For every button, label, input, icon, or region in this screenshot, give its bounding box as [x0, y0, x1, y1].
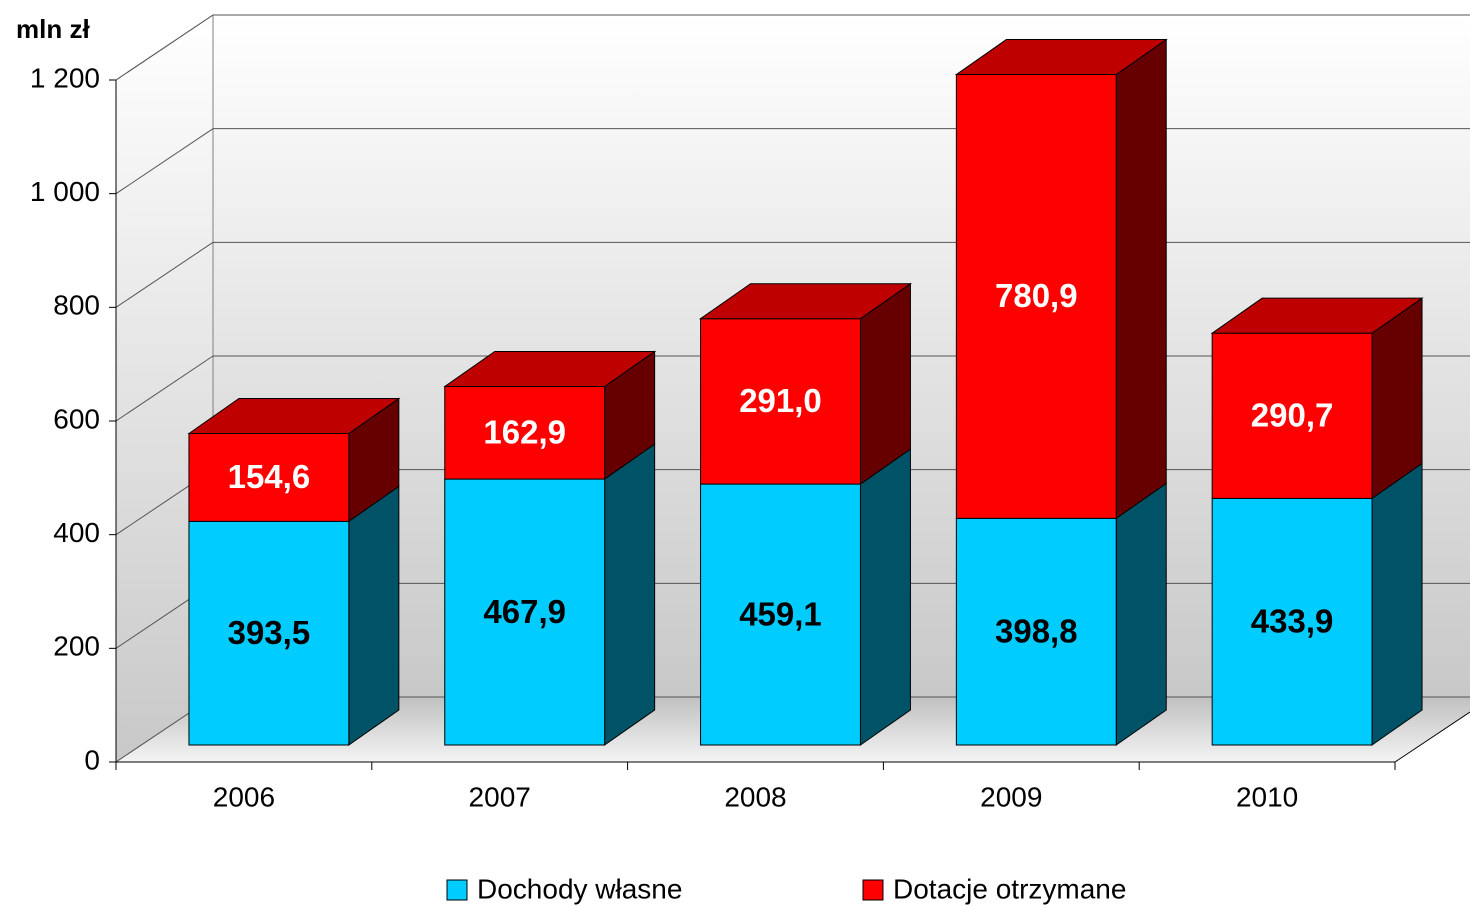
- value-label: 291,0: [739, 382, 822, 419]
- bar-side: [348, 485, 400, 746]
- y-tick-label: 200: [53, 631, 100, 662]
- x-tick-label: 2007: [469, 781, 531, 812]
- bar-top: [187, 397, 401, 434]
- bar-side: [1371, 462, 1423, 746]
- grid-line-side: [115, 241, 214, 308]
- bar: [1211, 332, 1373, 499]
- grid-line-side: [115, 14, 214, 81]
- y-tick-label: 1 200: [30, 62, 100, 93]
- grid-line-side: [115, 128, 214, 195]
- bar-side: [1115, 38, 1167, 520]
- bar-side: [604, 443, 656, 746]
- value-label: 393,5: [228, 614, 311, 651]
- legend-swatch: [446, 879, 468, 901]
- y-tick-label: 800: [53, 290, 100, 321]
- bar: [955, 74, 1117, 519]
- grid-line-side: [115, 355, 214, 422]
- bar: [188, 520, 350, 746]
- bar-side: [859, 448, 911, 746]
- bar-top: [698, 283, 913, 320]
- bar-top: [1210, 297, 1424, 334]
- value-label: 459,1: [739, 595, 822, 632]
- bar: [444, 385, 606, 480]
- bar-top: [954, 39, 1168, 76]
- y-axis-label: mln zł: [16, 14, 90, 44]
- bar: [700, 483, 861, 746]
- bar: [700, 318, 861, 485]
- value-label: 290,7: [1251, 397, 1334, 434]
- legend-swatch: [862, 879, 884, 901]
- legend-label: Dochody własne: [477, 873, 682, 904]
- value-label: 398,8: [995, 612, 1078, 649]
- y-tick-label: 0: [84, 744, 100, 775]
- value-label: 780,9: [995, 277, 1078, 314]
- value-label: 433,9: [1251, 602, 1334, 639]
- y-tick-label: 400: [53, 517, 100, 548]
- x-tick-label: 2006: [213, 781, 275, 812]
- value-label: 154,6: [228, 458, 311, 495]
- bar-top: [443, 350, 657, 387]
- value-label: 467,9: [483, 593, 566, 630]
- legend-label: Dotacje otrzymane: [893, 873, 1126, 904]
- x-tick-label: 2008: [724, 781, 786, 812]
- bar-side: [1115, 482, 1167, 746]
- y-tick-label: 600: [53, 403, 100, 434]
- y-tick-label: 1 000: [30, 176, 100, 207]
- bar: [444, 478, 606, 746]
- x-axis-depth: [1394, 711, 1470, 763]
- x-tick-label: 2010: [1236, 781, 1298, 812]
- bar: [955, 517, 1117, 746]
- x-tick-label: 2009: [980, 781, 1042, 812]
- value-label: 162,9: [483, 414, 566, 451]
- bar: [1211, 497, 1373, 746]
